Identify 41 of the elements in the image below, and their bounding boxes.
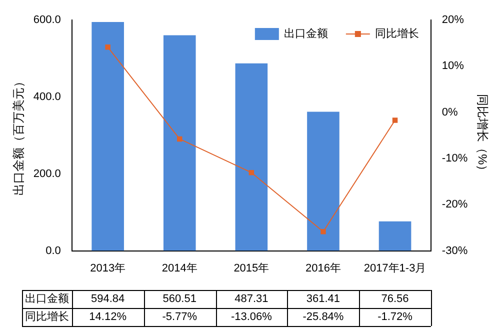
bar bbox=[163, 35, 196, 251]
bar bbox=[378, 221, 412, 251]
data-label: 487.31 bbox=[234, 293, 268, 306]
data-label: 560.51 bbox=[162, 293, 196, 306]
x-tick-label: 2017年1-3月 bbox=[364, 262, 426, 274]
x-tick-label: 2013年 bbox=[90, 262, 126, 274]
data-label: 76.56 bbox=[381, 293, 409, 306]
data-label: -5.77% bbox=[162, 311, 198, 324]
point bbox=[105, 44, 110, 50]
data-label: 361.41 bbox=[306, 293, 340, 306]
y2-axis-title: 同比增长（%） bbox=[475, 94, 490, 177]
bar bbox=[307, 112, 340, 251]
y2-tick-label: 20% bbox=[442, 14, 464, 26]
legend-label: 出口金额 bbox=[284, 27, 328, 40]
text: 同比增长 bbox=[25, 311, 69, 324]
data-label: 594.84 bbox=[91, 293, 125, 306]
y2-tick-label: 0% bbox=[442, 106, 458, 118]
point bbox=[177, 136, 182, 142]
text: 出口金额 bbox=[25, 293, 69, 306]
data-label: -13.06% bbox=[230, 311, 272, 324]
x-tick-label: 2014年 bbox=[162, 262, 198, 274]
data-label: -1.72% bbox=[378, 311, 413, 324]
legend-label: 同比增长 bbox=[374, 27, 419, 40]
y-tick-label: 600.0 bbox=[33, 14, 61, 26]
bar bbox=[235, 63, 268, 251]
point bbox=[320, 228, 326, 234]
data-label: 14.12% bbox=[89, 311, 127, 324]
point bbox=[248, 170, 254, 176]
y-tick-label: 400.0 bbox=[33, 90, 61, 103]
y2-tick-label: -10% bbox=[442, 152, 468, 165]
point bbox=[392, 118, 398, 123]
y2-tick-label: 10% bbox=[442, 60, 464, 72]
x-tick-label: 2016年 bbox=[305, 262, 341, 274]
data-label: -25.84% bbox=[302, 311, 344, 324]
y-axis-title: 出口金额（百万美元） bbox=[12, 75, 26, 196]
y-tick-label: 200.0 bbox=[33, 168, 61, 180]
y2-tick-label: -20% bbox=[442, 198, 468, 211]
bar bbox=[92, 22, 124, 251]
x-tick-label: 2015年 bbox=[234, 262, 270, 274]
y2-tick-label: -30% bbox=[442, 244, 468, 257]
y-tick-label: 0.0 bbox=[46, 244, 61, 257]
